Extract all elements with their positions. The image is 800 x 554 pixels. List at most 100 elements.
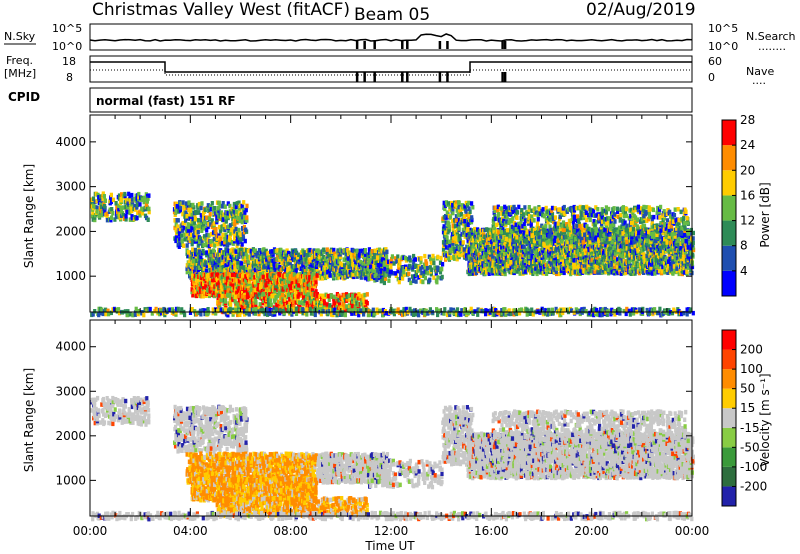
heatmap-cell (235, 243, 239, 248)
heatmap-cell (267, 302, 271, 308)
heatmap-cell (109, 217, 113, 223)
heatmap-cell (242, 224, 246, 230)
heatmap-cell (445, 210, 449, 215)
heatmap-cell (472, 248, 476, 253)
heatmap-cell (128, 210, 132, 216)
heatmap-cell (188, 257, 192, 263)
heatmap-cell (144, 197, 148, 202)
heatmap-cell (247, 279, 252, 284)
heatmap-cell (466, 244, 470, 250)
heatmap-cell (385, 254, 389, 259)
heatmap-cell (251, 292, 256, 297)
heatmap-cell (221, 265, 225, 270)
heatmap-cell (243, 295, 247, 300)
heatmap-cell (187, 228, 191, 233)
heatmap-cell (105, 217, 109, 223)
nsky-series (89, 33, 693, 42)
heatmap-cell (517, 251, 521, 256)
heatmap-cell (459, 206, 463, 212)
heatmap-cell (210, 281, 214, 286)
heatmap-cell (281, 287, 285, 292)
heatmap-cell (274, 283, 278, 289)
heatmap-cell (226, 271, 231, 277)
heatmap-cell (215, 215, 219, 221)
heatmap-cell (463, 307, 467, 312)
heatmap-cell (256, 269, 260, 275)
heatmap-cell (350, 311, 354, 316)
heatmap-cell (540, 255, 544, 260)
heatmap-cell (228, 203, 232, 209)
heatmap-cell (122, 216, 126, 221)
heatmap-cell (470, 240, 474, 245)
heatmap-cell (214, 229, 218, 234)
heatmap-cell (196, 210, 200, 215)
heatmap-cell (140, 211, 145, 216)
heatmap-cell (278, 308, 282, 313)
heatmap-cell (451, 241, 455, 246)
heatmap-cell (423, 311, 427, 317)
heatmap-cell (198, 259, 202, 264)
heatmap-cell (359, 293, 363, 299)
heatmap-cell (357, 312, 361, 318)
heatmap-cell (384, 247, 388, 252)
heatmap-cell (197, 249, 202, 254)
heatmap-cell (330, 249, 334, 254)
heatmap-cell (300, 254, 304, 259)
heatmap-cell (601, 307, 605, 312)
heatmap-cell (556, 258, 561, 263)
heatmap-cell (351, 303, 355, 309)
heatmap-cell (207, 233, 211, 238)
heatmap-cell (107, 311, 111, 317)
heatmap-cell (196, 229, 200, 235)
heatmap-cell (227, 255, 231, 261)
heatmap-cell (458, 233, 462, 239)
heatmap-cell (340, 248, 344, 254)
heatmap-cell (447, 227, 451, 232)
heatmap-cell (502, 269, 506, 274)
heatmap-cell (545, 271, 549, 276)
heatmap-cell (452, 310, 456, 315)
heatmap-cell (318, 293, 322, 298)
heatmap-cell (278, 311, 282, 316)
heatmap-cell (350, 299, 354, 304)
heatmap-cell (327, 268, 331, 274)
heatmap-cell (216, 206, 220, 211)
heatmap-cell (136, 210, 140, 215)
heatmap-cell (183, 312, 187, 318)
heatmap-cell (422, 308, 426, 313)
heatmap-cell (507, 308, 511, 313)
heatmap-cell (365, 292, 369, 297)
heatmap-cell (187, 207, 191, 213)
heatmap-cell (212, 248, 216, 253)
heatmap-cell (357, 260, 361, 265)
heatmap-cell (348, 298, 352, 303)
heatmap-cell (472, 264, 476, 270)
heatmap-cell (129, 204, 133, 210)
heatmap-cell (448, 207, 452, 212)
heatmap-cell (316, 260, 320, 266)
heatmap-cell (191, 239, 195, 244)
heatmap-cell (222, 217, 226, 222)
heatmap-cell (519, 307, 524, 312)
heatmap-cell (656, 310, 660, 315)
heatmap-cell (460, 247, 464, 252)
heatmap-cell (188, 212, 192, 217)
heatmap-cell (231, 292, 235, 297)
heatmap-cell (237, 308, 241, 314)
heatmap-cell (424, 308, 428, 314)
heatmap-cell (450, 218, 455, 224)
heatmap-cell (123, 191, 127, 197)
heatmap-cell (131, 312, 135, 318)
heatmap-cell (137, 191, 141, 197)
heatmap-cell (250, 272, 254, 277)
heatmap-cell (355, 265, 359, 270)
heatmap-cell (109, 199, 113, 205)
gap-bar (501, 72, 504, 82)
heatmap-cell (233, 294, 237, 299)
heatmap-cell (307, 303, 311, 308)
heatmap-cell (322, 247, 326, 252)
heatmap-cell (579, 268, 583, 273)
heatmap-cell (455, 307, 460, 312)
heatmap-cell (501, 253, 505, 258)
heatmap-cell (208, 280, 212, 286)
